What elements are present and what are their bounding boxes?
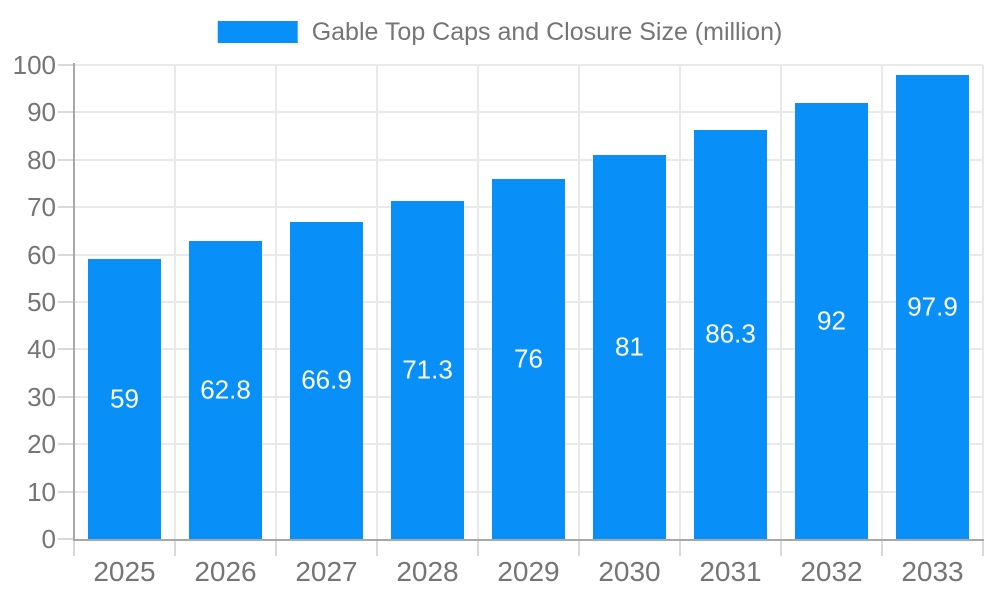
y-tick-label: 20 <box>27 429 56 460</box>
v-gridline <box>679 65 681 539</box>
x-axis-tick <box>578 539 580 556</box>
x-axis-tick <box>73 539 75 556</box>
h-gridline <box>74 111 983 114</box>
bar[interactable] <box>694 129 767 539</box>
legend-label[interactable]: Gable Top Caps and Closure Size (million… <box>311 18 783 46</box>
y-tick-label: 50 <box>27 287 56 317</box>
y-axis-line <box>73 63 75 539</box>
y-tick-label: 90 <box>27 97 56 128</box>
x-axis-tick <box>679 539 681 556</box>
bar-value-label: 92 <box>817 305 846 336</box>
y-axis-tick <box>58 395 73 398</box>
y-axis-tick <box>58 253 73 256</box>
bar-value-label: 62.8 <box>200 374 251 405</box>
x-axis-tick <box>477 539 479 556</box>
y-tick-label: 70 <box>27 192 56 223</box>
y-axis-tick <box>58 490 73 493</box>
bar-value-label: 66.9 <box>301 364 352 395</box>
v-gridline <box>578 65 580 539</box>
bar[interactable] <box>492 178 565 539</box>
bar-value-label: 86.3 <box>705 318 756 349</box>
y-tick-label: 100 <box>12 50 56 80</box>
bar[interactable] <box>391 201 464 539</box>
legend[interactable]: Gable Top Caps and Closure Size (million… <box>217 17 783 47</box>
y-axis-tick <box>58 206 73 209</box>
v-gridline <box>881 65 883 539</box>
x-axis-line <box>73 539 984 541</box>
bar[interactable] <box>795 102 868 539</box>
bar-value-label: 71.3 <box>402 354 453 385</box>
x-tick-label: 2026 <box>194 556 257 587</box>
y-axis-tick <box>58 538 73 540</box>
h-gridline <box>74 158 983 161</box>
y-axis-tick <box>58 301 73 303</box>
y-tick-label: 60 <box>27 239 56 270</box>
y-tick-label: 30 <box>27 381 56 412</box>
x-tick-label: 2032 <box>800 556 863 587</box>
x-axis-tick <box>275 539 277 556</box>
x-axis-tick <box>982 539 984 556</box>
bar[interactable] <box>896 74 969 539</box>
bar[interactable] <box>88 259 161 539</box>
bar[interactable] <box>189 241 262 539</box>
x-tick-label: 2028 <box>396 556 459 587</box>
y-tick-label: 10 <box>27 476 56 507</box>
x-axis-tick <box>881 539 883 556</box>
y-axis-tick <box>58 348 73 351</box>
y-tick-label: 0 <box>41 524 56 554</box>
v-gridline <box>275 65 277 539</box>
bar-value-label: 59 <box>110 383 139 414</box>
y-tick-label: 40 <box>27 334 56 365</box>
x-tick-label: 2030 <box>598 556 661 587</box>
x-tick-label: 2029 <box>497 556 560 587</box>
x-tick-label: 2027 <box>295 556 358 587</box>
v-gridline <box>477 65 479 539</box>
v-gridline <box>780 65 782 539</box>
h-gridline <box>74 64 983 66</box>
x-tick-label: 2025 <box>93 556 156 587</box>
bar[interactable] <box>290 221 363 539</box>
y-axis-tick <box>58 64 73 66</box>
y-axis-tick <box>58 443 73 446</box>
y-axis-tick <box>58 158 73 161</box>
x-tick-label: 2033 <box>901 556 964 587</box>
legend-swatch[interactable] <box>217 21 298 43</box>
bar-value-label: 97.9 <box>907 291 958 322</box>
x-axis-tick <box>376 539 378 556</box>
bar-value-label: 81 <box>615 331 644 362</box>
x-tick-label: 2031 <box>699 556 762 587</box>
v-gridline <box>174 65 176 539</box>
bar[interactable] <box>593 155 666 539</box>
v-gridline <box>982 65 984 539</box>
y-tick-label: 80 <box>27 144 56 175</box>
bar-value-label: 76 <box>514 343 543 374</box>
y-axis-tick <box>58 111 73 114</box>
x-axis-tick <box>780 539 782 556</box>
x-axis-tick <box>174 539 176 556</box>
v-gridline <box>376 65 378 539</box>
